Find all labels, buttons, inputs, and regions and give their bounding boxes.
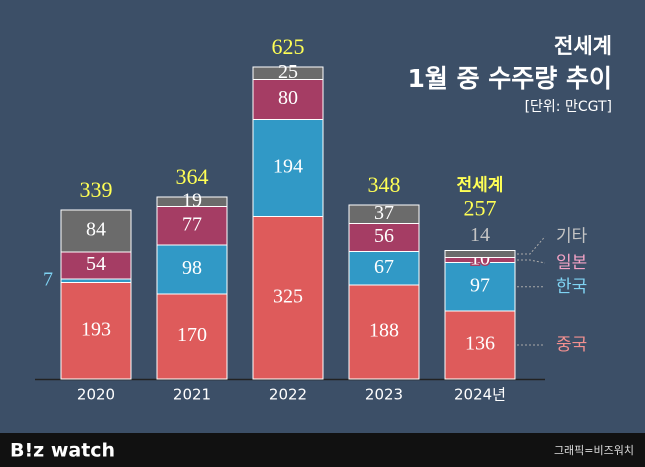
bar-segment bbox=[60, 209, 132, 253]
value-label: 170 bbox=[177, 324, 207, 346]
value-label: 14 bbox=[470, 224, 490, 246]
value-label: 54 bbox=[86, 253, 106, 275]
bar-segment bbox=[156, 196, 228, 207]
value-label: 25 bbox=[278, 61, 298, 83]
total-label: 257 bbox=[464, 196, 497, 221]
footer-bar bbox=[0, 433, 645, 467]
total-label: 364 bbox=[176, 164, 209, 189]
bar-segment bbox=[252, 119, 324, 217]
value-label: 77 bbox=[182, 213, 202, 235]
bar-segment bbox=[444, 250, 516, 258]
credit: 그래픽=비즈워치 bbox=[554, 444, 634, 457]
x-tick-label: 2022 bbox=[269, 386, 307, 404]
bar-segment bbox=[60, 278, 132, 283]
legend-label: 중국 bbox=[556, 335, 587, 355]
total-label: 339 bbox=[80, 177, 113, 202]
bar-segment bbox=[348, 204, 420, 224]
bar-segment bbox=[156, 293, 228, 380]
bar-segment bbox=[60, 251, 132, 280]
legend-label: 기타 bbox=[556, 227, 588, 247]
value-label: 80 bbox=[278, 87, 298, 109]
chart-title: 전세계 bbox=[554, 34, 612, 58]
value-label: 188 bbox=[369, 320, 399, 342]
bar-segment bbox=[444, 262, 516, 312]
value-label: 194 bbox=[273, 156, 303, 178]
value-label: 56 bbox=[374, 225, 394, 247]
legend-label: 한국 bbox=[556, 277, 587, 297]
bar-segment bbox=[348, 251, 420, 286]
x-tick-label: 2024년 bbox=[454, 386, 506, 404]
x-tick-label: 2021 bbox=[173, 386, 211, 404]
legend-connector bbox=[517, 259, 546, 264]
value-label: 325 bbox=[273, 285, 303, 307]
logo: B!z watch bbox=[10, 440, 115, 462]
bar-segment bbox=[252, 66, 324, 80]
bar-segment bbox=[252, 79, 324, 120]
value-label: 7 bbox=[43, 268, 53, 290]
value-label: 136 bbox=[465, 333, 495, 355]
unit-label: [단위: 만CGT] bbox=[525, 99, 612, 115]
value-label: 19 bbox=[182, 189, 202, 211]
x-tick-label: 2020 bbox=[77, 386, 115, 404]
value-label: 84 bbox=[86, 219, 106, 241]
value-label: 98 bbox=[182, 257, 202, 279]
bar-segment bbox=[60, 282, 132, 380]
annotation: 전세계 bbox=[457, 176, 504, 196]
bar-segment bbox=[156, 206, 228, 246]
bar-segment bbox=[348, 284, 420, 380]
x-tick-label: 2023 bbox=[365, 386, 403, 404]
bar-segment bbox=[156, 244, 228, 295]
legend-label: 일본 bbox=[556, 253, 587, 273]
value-label: 67 bbox=[374, 256, 394, 278]
value-label: 97 bbox=[470, 274, 490, 296]
total-label: 348 bbox=[368, 172, 401, 197]
total-label: 625 bbox=[272, 34, 305, 59]
chart-subtitle: 1월 중 수주량 추이 bbox=[407, 64, 612, 93]
bar-segment bbox=[444, 310, 516, 380]
value-label: 193 bbox=[81, 318, 111, 340]
legend-connector bbox=[517, 236, 546, 255]
value-label: 37 bbox=[374, 202, 394, 224]
bar-segment bbox=[252, 216, 324, 380]
